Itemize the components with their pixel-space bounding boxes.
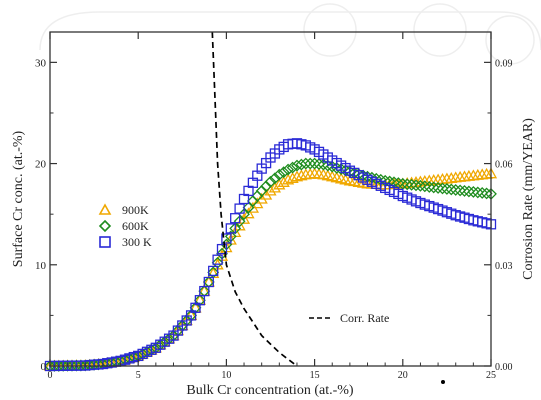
data-point-square [216,243,228,255]
data-point-diamond [480,187,493,200]
x-tick-label: 5 [136,370,141,381]
data-point-diamond [313,158,325,171]
x-axis-label: Bulk Cr concentration (at.-%) [186,383,354,398]
y-right-axis-label: Corrosion Rate (mm/YEAR) [521,118,536,280]
data-point-square [225,223,236,234]
axes: 0 5 10 15 20 25 0 10 20 30 0.00 0.03 0.06 0.09 [35,32,513,381]
data-point-square [221,233,232,244]
legend-label-300k: 300 K [122,235,152,249]
legend: 900K 600K 300 K Corr. Rate [98,203,389,325]
data-point-square [234,203,245,214]
data-point-diamond [454,184,467,197]
y-right-tick-label: 0.09 [495,58,513,69]
data-point-triangle [268,181,282,193]
data-point-diamond [458,184,471,197]
data-point-diamond [330,161,343,174]
plot-frame [49,31,492,367]
x-tick-label: 15 [310,370,320,381]
y-right-tick-label: 0.06 [495,160,513,171]
data-point-diamond [277,166,290,179]
y-left-tick-label: 10 [35,260,47,272]
data-point-diamond [260,180,273,193]
data-point-diamond [282,163,295,176]
corr-rate-line [211,31,298,367]
data-point-diamond [295,158,308,171]
y-right-tick-label: 0.03 [495,261,513,272]
legend-item-300k: 300 K [99,235,152,249]
data-point-diamond [418,180,431,193]
data-point-diamond [436,182,449,195]
series-corr-rate [211,31,298,367]
y-left-tick-label: 30 [35,57,47,69]
data-point-square [212,254,223,265]
x-tick-label: 20 [398,370,408,381]
data-point-square [208,265,219,277]
data-point-square [203,276,214,288]
data-point-diamond [445,183,458,196]
data-point-diamond [233,215,246,228]
y-left-tick-label: 0 [41,361,47,373]
legend-marker-triangle [98,203,112,215]
legend-label-600k: 600K [122,219,149,233]
data-point-diamond [476,186,489,199]
y-left-tick-label: 20 [35,159,47,171]
data-point-diamond [467,185,480,198]
data-point-triangle [290,170,304,182]
data-point-diamond [308,157,321,170]
data-point-diamond [299,157,312,170]
data-point-diamond [449,183,462,196]
x-tick-label: 10 [221,370,231,381]
legend-label-corr-rate: Corr. Rate [340,311,389,325]
data-point-diamond [273,168,286,181]
data-point-diamond [423,180,436,193]
data-point-diamond [255,184,268,197]
watermark-decoration [39,3,541,65]
legend-label-900k: 900K [122,203,149,217]
data-point-diamond [440,182,453,195]
data-point-diamond [304,157,317,170]
data-point-diamond [268,172,281,185]
data-point-diamond [242,201,255,214]
data-point-triangle [273,178,286,190]
data-point-diamond [471,186,484,199]
legend-marker-square [99,236,111,248]
data-point-diamond [321,159,334,172]
data-point-diamond [405,178,418,191]
data-point-triangle [202,275,215,287]
data-point-diamond [317,158,330,171]
data-point-triangle [198,284,211,296]
data-point-diamond [427,181,440,194]
legend-item-600k: 600K [98,219,149,233]
data-point-diamond [264,175,277,188]
legend-item-corr-rate: Corr. Rate [309,311,389,325]
y-right-tick-label: 0.00 [495,362,513,373]
data-point-diamond [410,179,422,192]
data-point-diamond [414,179,427,192]
plot-series [43,31,498,372]
legend-item-900k: 900K [98,203,149,217]
data-point-diamond [286,161,299,174]
series-900k [43,167,498,371]
data-point-diamond [432,181,445,194]
series-300-k [44,138,497,372]
stray-dot [441,380,445,384]
data-point-diamond [401,178,414,191]
data-point-triangle [264,184,277,196]
data-point-triangle [277,175,290,187]
x-tick-label: 0 [48,370,53,381]
legend-marker-diamond [98,219,112,233]
data-point-diamond [462,185,475,198]
data-point-triangle [242,207,255,219]
x-tick-label: 25 [486,370,496,381]
data-point-triangle [281,173,295,185]
data-point-triangle [286,171,299,183]
data-point-triangle [295,169,308,181]
y-left-axis-label: Surface Cr conc. (at.-%) [11,130,26,267]
